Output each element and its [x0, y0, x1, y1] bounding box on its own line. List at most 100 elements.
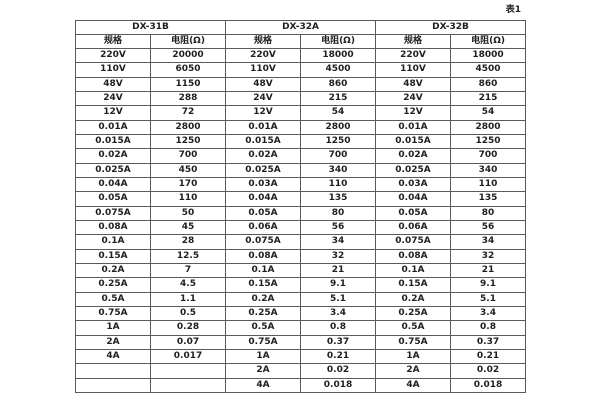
table-cell: 135	[450, 191, 527, 207]
table-cell: 0.5A	[75, 291, 151, 307]
table-cell: 2800	[450, 119, 527, 135]
table-cell: 0.018	[300, 377, 377, 394]
table-cell: 1A	[375, 348, 452, 365]
table-cell: 0.06A	[375, 219, 452, 236]
table-cell: 50	[149, 205, 227, 221]
table-cell	[75, 377, 151, 394]
table-cell: 12V	[225, 105, 302, 121]
table-cell: 56	[450, 219, 527, 236]
table-cell: 0.025A	[75, 162, 151, 178]
table-cell: 0.015A	[225, 133, 302, 150]
table-cell: 12V	[75, 105, 151, 121]
table-cell: 0.02	[300, 363, 377, 379]
table-cell: 0.1A	[225, 262, 302, 279]
table-row: 0.025A 450 0.025A 340 0.025A 340	[75, 162, 527, 178]
table-cell: 110	[450, 176, 527, 193]
table-cell: 2A	[225, 363, 302, 379]
spec-header-dx-32b: 规格	[375, 34, 452, 49]
table-cell: 0.04A	[75, 176, 151, 193]
table-cell: 2A	[375, 363, 452, 379]
table-cell	[149, 377, 227, 394]
column-header-row: 规格 电阻(Ω) 规格 电阻(Ω) 规格 电阻(Ω)	[75, 34, 527, 49]
table-cell: 0.21	[300, 348, 377, 365]
table-cell: 0.04A	[225, 191, 302, 207]
table-cell: 1250	[450, 133, 527, 150]
group-header-dx-32a: DX-32A	[225, 20, 377, 35]
table-cell: 860	[450, 76, 527, 92]
table-cell: 0.015A	[375, 133, 452, 150]
table-cell: 110V	[225, 62, 302, 78]
group-header-dx-32b: DX-32B	[375, 20, 527, 35]
table-cell: 0.15A	[225, 277, 302, 293]
table-cell: 0.15A	[375, 277, 452, 293]
table-cell: 34	[300, 234, 377, 250]
table-cell: 0.01A	[75, 119, 151, 135]
table-cell: 340	[300, 162, 377, 178]
table-cell: 1150	[149, 76, 227, 92]
table-row: 1A 0.28 0.5A 0.8 0.5A 0.8	[75, 320, 527, 336]
table-cell: 0.018	[450, 377, 527, 394]
table-cell: 860	[300, 76, 377, 92]
table-cell: 0.08A	[375, 248, 452, 264]
table-cell: 48V	[375, 76, 452, 92]
table-row: 2A 0.02 2A 0.02	[75, 363, 527, 379]
table-row: 48V 1150 48V 860 48V 860	[75, 76, 527, 92]
table-cell: 1250	[149, 133, 227, 150]
table-cell: 0.37	[300, 334, 377, 350]
table-cell: 0.75A	[225, 334, 302, 350]
table-cell: 135	[300, 191, 377, 207]
table-cell: 0.75A	[75, 305, 151, 322]
table-cell: 0.5	[149, 305, 227, 322]
table-cell: 9.1	[300, 277, 377, 293]
table-cell: 340	[450, 162, 527, 178]
table-cell: 54	[450, 105, 527, 121]
table-row: 0.75A 0.5 0.25A 3.4 0.25A 3.4	[75, 305, 527, 322]
table-cell: 0.03A	[375, 176, 452, 193]
table-cell: 0.25A	[225, 305, 302, 322]
table-row: 0.04A 170 0.03A 110 0.03A 110	[75, 176, 527, 193]
table-cell: 1A	[75, 320, 151, 336]
table-cell: 4500	[450, 62, 527, 78]
table-cell: 12V	[375, 105, 452, 121]
table-cell: 4A	[375, 377, 452, 394]
table-cell: 0.075A	[75, 205, 151, 221]
table-cell: 700	[149, 148, 227, 164]
table-row: 12V 72 12V 54 12V 54	[75, 105, 527, 121]
table-cell: 0.02A	[375, 148, 452, 164]
table-cell: 7	[149, 262, 227, 279]
table-cell: 72	[149, 105, 227, 121]
table-cell	[149, 363, 227, 379]
table-cell: 110	[300, 176, 377, 193]
table-row: 220V 20000 220V 18000 220V 18000	[75, 47, 527, 64]
table-cell: 0.5A	[375, 320, 452, 336]
table-cell: 215	[300, 90, 377, 107]
table-cell: 110	[149, 191, 227, 207]
resistance-header-dx-32a: 电阻(Ω)	[300, 34, 377, 49]
table-cell: 48V	[75, 76, 151, 92]
table-cell: 0.8	[300, 320, 377, 336]
table-cell: 0.2A	[75, 262, 151, 279]
table-cell: 18000	[300, 47, 377, 64]
table-cell: 220V	[225, 47, 302, 64]
table-cell: 288	[149, 90, 227, 107]
resistance-header-dx-31b: 电阻(Ω)	[149, 34, 227, 49]
table-cell: 4.5	[149, 277, 227, 293]
table-cell: 0.37	[450, 334, 527, 350]
table-cell: 5.1	[300, 291, 377, 307]
table-cell: 0.8	[450, 320, 527, 336]
spec-table-section: 表1 DX-31B DX-32A DX-32B 规格 电阻(Ω) 规格 电阻(Ω…	[74, 5, 527, 394]
table-cell: 0.25A	[375, 305, 452, 322]
table-cell: 6050	[149, 62, 227, 78]
table-cell: 0.05A	[375, 205, 452, 221]
table-cell: 0.05A	[75, 191, 151, 207]
table-cell: 45	[149, 219, 227, 236]
table-cell: 28	[149, 234, 227, 250]
table-cell: 0.1A	[375, 262, 452, 279]
table-cell: 0.075A	[375, 234, 452, 250]
table-cell: 1250	[300, 133, 377, 150]
table-cell: 110V	[375, 62, 452, 78]
table-cell: 3.4	[450, 305, 527, 322]
table-cell: 0.01A	[375, 119, 452, 135]
table-cell: 110V	[75, 62, 151, 78]
table-row: 0.015A 1250 0.015A 1250 0.015A 1250	[75, 133, 527, 150]
